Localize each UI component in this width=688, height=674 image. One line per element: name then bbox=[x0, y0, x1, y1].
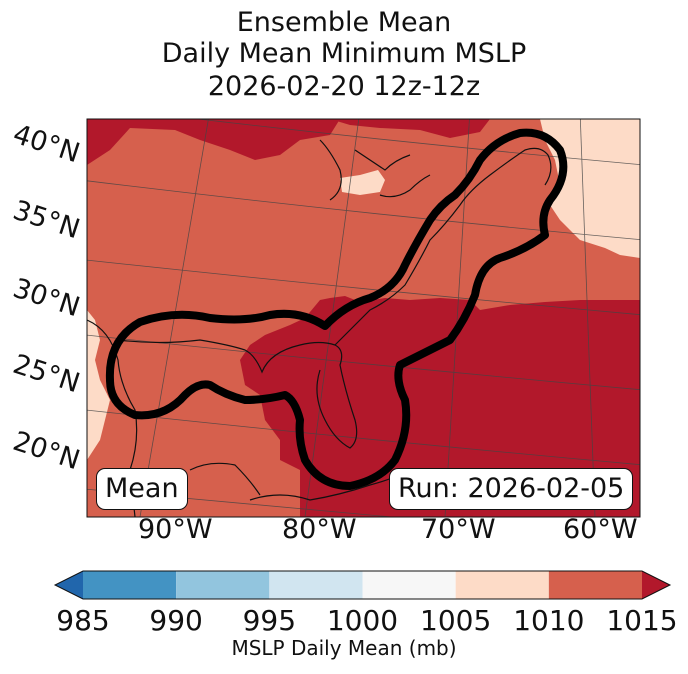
pressure-field-high-south bbox=[240, 296, 640, 517]
colorbar-bin-3 bbox=[362, 571, 456, 599]
pressure-field-high-north2 bbox=[330, 119, 490, 138]
colorbar-over-arrow bbox=[642, 571, 670, 599]
colorbar-bin-5 bbox=[548, 571, 642, 599]
colorbar-bin-0 bbox=[83, 571, 177, 599]
lon-label-80w: 80°W bbox=[282, 514, 357, 545]
colorbar bbox=[53, 570, 672, 600]
colorbar-tick-1000: 1000 bbox=[326, 604, 399, 637]
pressure-field-low-west bbox=[87, 310, 110, 460]
lon-label-70w: 70°W bbox=[421, 514, 496, 545]
colorbar-tick-985: 985 bbox=[56, 604, 110, 637]
colorbar-outline bbox=[53, 570, 672, 600]
mean-box: Mean bbox=[96, 468, 188, 510]
map-frame bbox=[86, 118, 641, 518]
title-line-3: 2026-02-20 12z-12z bbox=[207, 71, 481, 102]
title-line-1: Ensemble Mean bbox=[236, 7, 452, 38]
colorbar-tick-990: 990 bbox=[149, 604, 203, 637]
colorbar-bin-1 bbox=[176, 571, 270, 599]
colorbar-bin-4 bbox=[455, 571, 549, 599]
lon-label-60w: 60°W bbox=[563, 514, 638, 545]
colorbar-bin-2 bbox=[269, 571, 363, 599]
pressure-field-low-lakes bbox=[340, 170, 385, 195]
title-line-2: Daily Mean Minimum MSLP bbox=[161, 38, 527, 69]
colorbar-tick-1015: 1015 bbox=[606, 604, 678, 637]
run-box: Run: 2026-02-05 bbox=[389, 468, 634, 510]
colorbar-tick-995: 995 bbox=[242, 604, 297, 637]
pressure-field-high-north bbox=[87, 119, 340, 165]
ensemble-mean-contour bbox=[105, 128, 568, 490]
colorbar-tick-1005: 1005 bbox=[420, 604, 492, 637]
colorbar-tick-1010: 1010 bbox=[513, 604, 585, 637]
lon-label-90w: 90°W bbox=[138, 514, 213, 545]
colorbar-label: MSLP Daily Mean (mb) bbox=[231, 636, 457, 660]
colorbar-under-arrow bbox=[55, 571, 83, 599]
